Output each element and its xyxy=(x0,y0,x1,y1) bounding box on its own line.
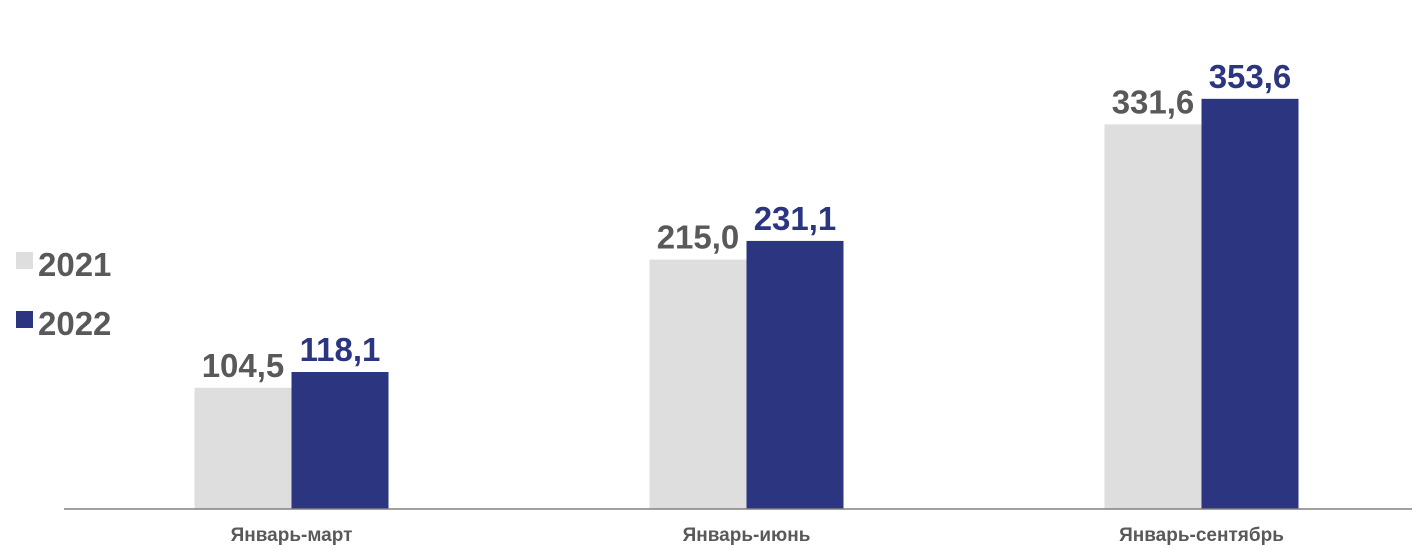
bar-2022-3 xyxy=(1201,98,1299,509)
legend-swatch-2021 xyxy=(16,252,33,269)
bars: 104,5 118,1 215,0 231,1 331,6 353,6 xyxy=(194,58,1299,510)
legend-label-2021: 2021 xyxy=(38,246,111,283)
data-label-2021-1: 104,5 xyxy=(202,347,285,384)
legend: 2021 2022 xyxy=(16,246,111,342)
legend-swatch-2022 xyxy=(16,311,33,328)
bar-2021-3 xyxy=(1104,124,1202,510)
bar-2022-2 xyxy=(746,240,844,509)
category-label-3: Январь-сентябрь xyxy=(1119,525,1284,546)
bar-2022-1 xyxy=(291,372,389,509)
category-label-1: Январь-март xyxy=(231,525,353,546)
data-label-2021-2: 215,0 xyxy=(657,219,740,256)
legend-label-2022: 2022 xyxy=(38,305,111,342)
data-label-2022-1: 118,1 xyxy=(300,331,381,368)
bar-2021-1 xyxy=(194,387,292,509)
category-labels: Январь-март Январь-июнь Январь-сентябрь xyxy=(231,525,1284,546)
data-label-2021-3: 331,6 xyxy=(1112,83,1195,120)
category-label-2: Январь-июнь xyxy=(683,525,811,546)
bar-2021-2 xyxy=(649,259,747,509)
data-label-2022-2: 231,1 xyxy=(754,200,837,237)
data-label-2022-3: 353,6 xyxy=(1209,58,1292,95)
